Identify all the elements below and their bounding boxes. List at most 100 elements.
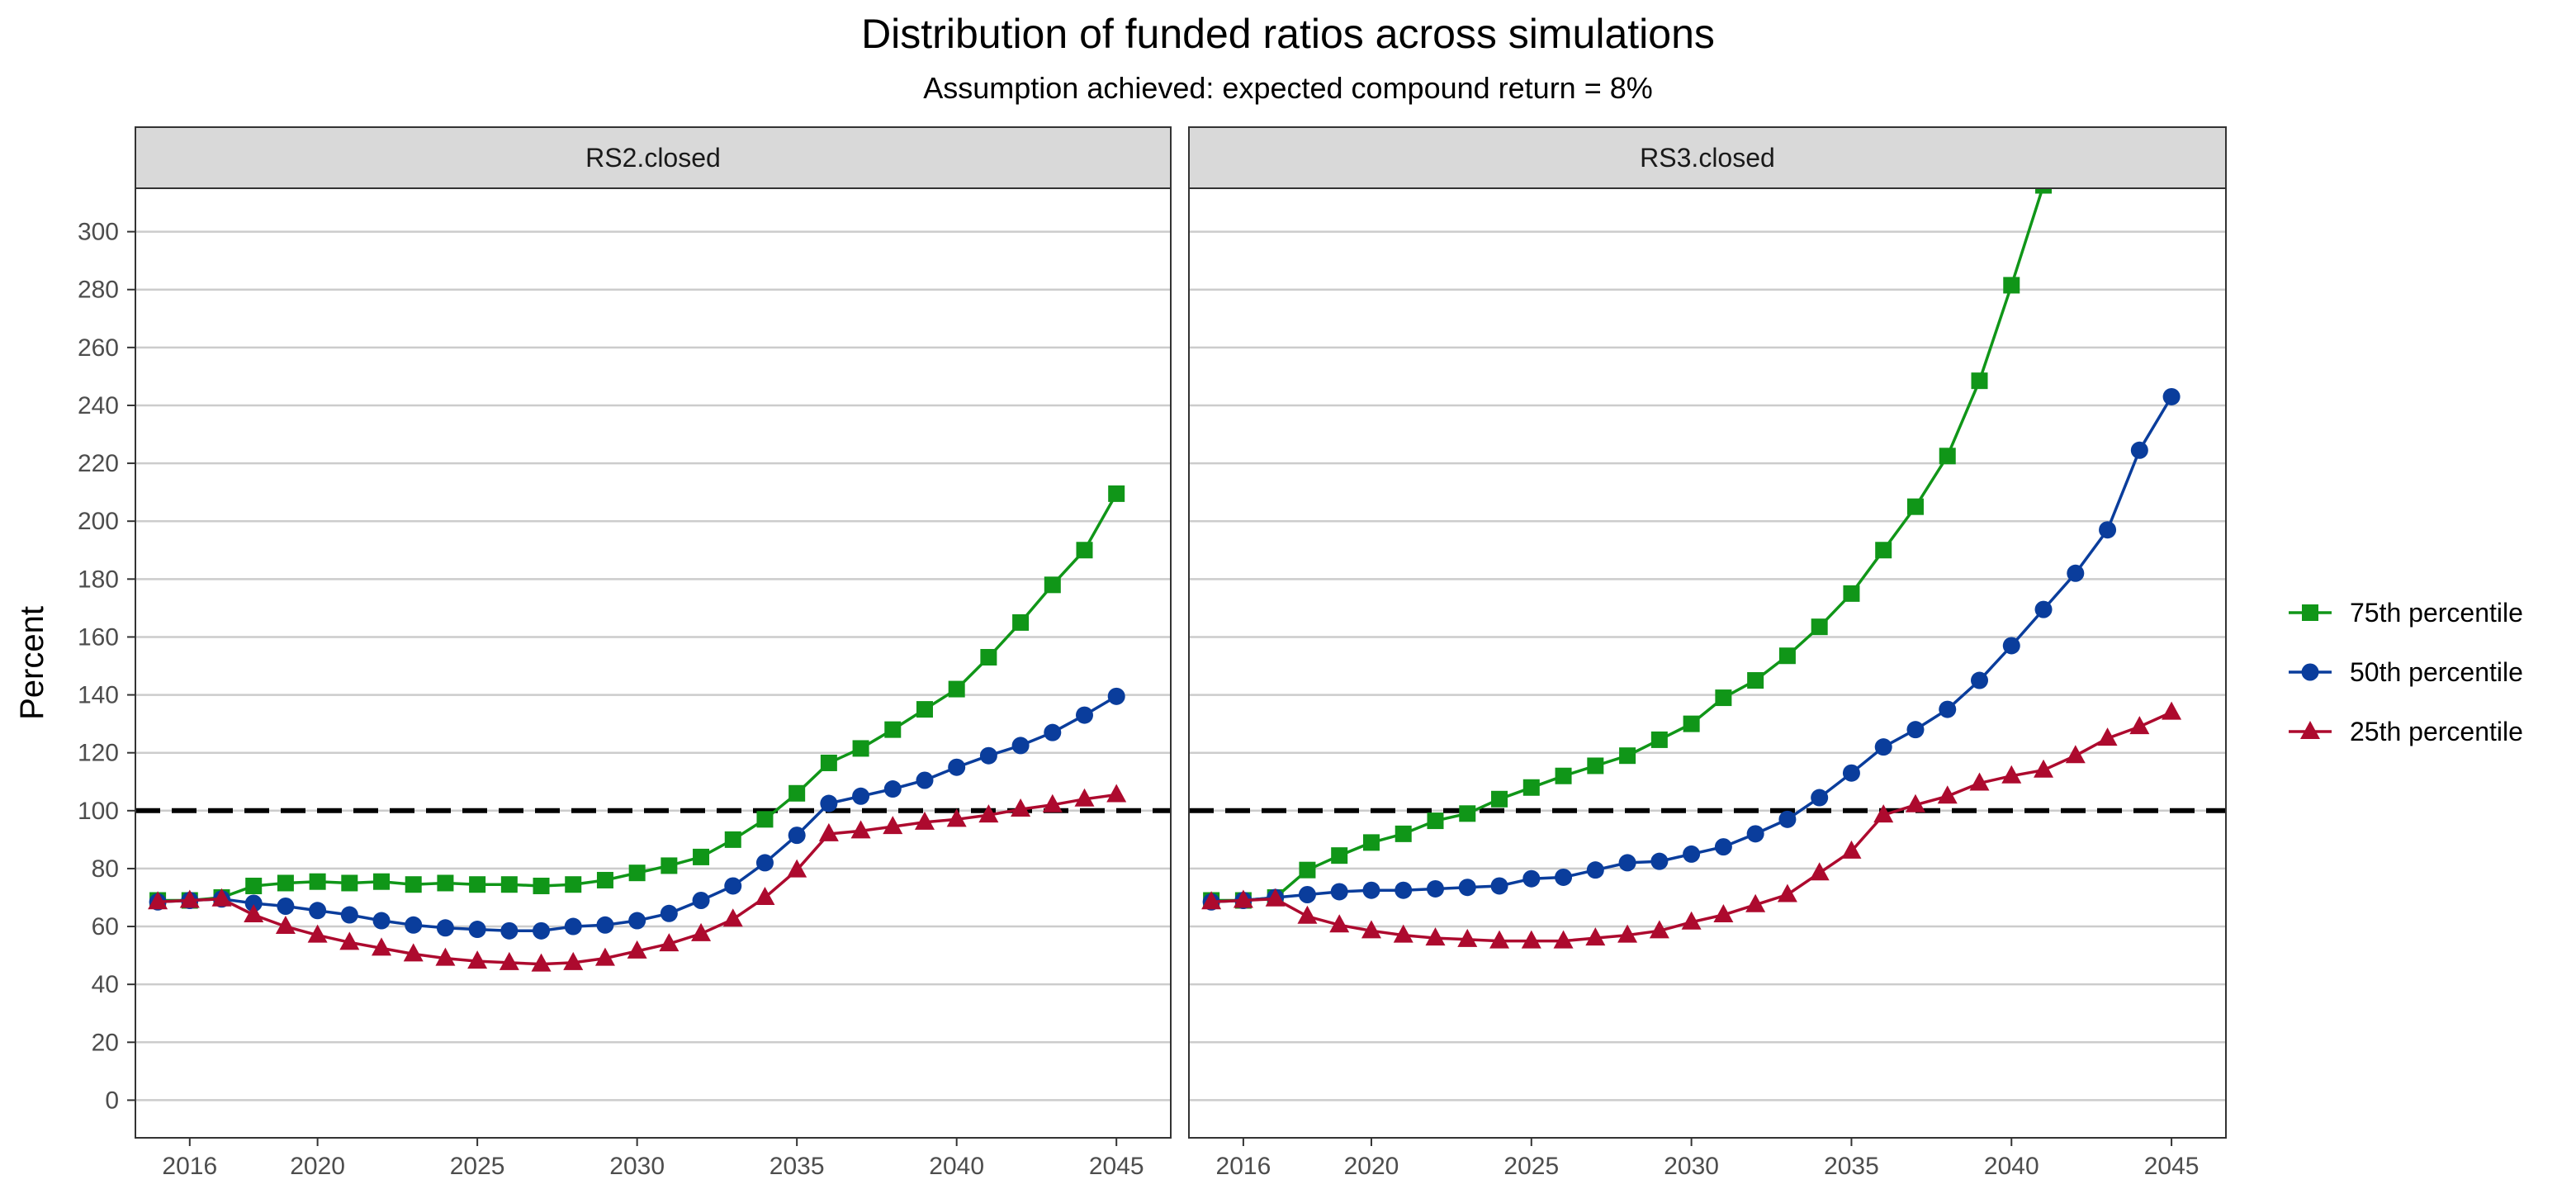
x-tick-label: 2030 bbox=[609, 1153, 665, 1180]
y-tick-label: 60 bbox=[92, 913, 119, 940]
data-point-triangle bbox=[2001, 765, 2022, 784]
data-point-circle bbox=[1555, 868, 1573, 886]
data-point-square bbox=[2035, 188, 2053, 194]
data-point-square bbox=[309, 873, 326, 890]
legend-key-square bbox=[2302, 604, 2318, 621]
y-tick-label: 220 bbox=[78, 450, 119, 477]
data-point-circle bbox=[1650, 852, 1669, 870]
data-point-circle bbox=[820, 794, 838, 812]
data-point-square bbox=[1906, 498, 1924, 515]
x-tick-label: 2025 bbox=[450, 1153, 505, 1180]
data-point-triangle bbox=[531, 953, 552, 972]
panel-series-group bbox=[148, 485, 1127, 972]
x-tick-label: 2045 bbox=[2144, 1153, 2200, 1180]
data-point-circle bbox=[1683, 845, 1701, 863]
data-point-square bbox=[500, 876, 518, 893]
data-point-circle bbox=[1618, 854, 1636, 872]
data-point-triangle bbox=[1457, 928, 1478, 947]
data-point-square bbox=[852, 740, 869, 757]
data-point-square bbox=[437, 874, 454, 892]
data-point-circle bbox=[2162, 387, 2181, 405]
data-point-triangle bbox=[1937, 785, 1958, 804]
chart-title: Distribution of funded ratios across sim… bbox=[861, 11, 1715, 57]
data-point-square bbox=[596, 871, 613, 888]
data-point-triangle bbox=[1617, 924, 1638, 943]
data-point-circle bbox=[916, 771, 934, 789]
data-point-square bbox=[245, 877, 263, 894]
x-tick-label: 2030 bbox=[1664, 1153, 1719, 1180]
data-point-circle bbox=[1586, 861, 1604, 879]
data-point-square bbox=[1555, 767, 1572, 784]
data-point-square bbox=[1683, 715, 1700, 732]
x-tick-label: 2020 bbox=[1344, 1153, 1399, 1180]
y-tick-label: 20 bbox=[92, 1029, 119, 1056]
x-tick-label: 2040 bbox=[929, 1153, 984, 1180]
data-point-circle bbox=[1458, 879, 1476, 897]
data-point-square bbox=[1012, 613, 1030, 631]
data-point-square bbox=[1108, 485, 1125, 502]
data-point-circle bbox=[1746, 825, 1764, 843]
data-point-triangle bbox=[883, 816, 903, 835]
data-point-triangle bbox=[787, 859, 807, 878]
data-point-square bbox=[1715, 689, 1732, 707]
data-point-square bbox=[1395, 825, 1412, 842]
data-point-square bbox=[1076, 542, 1093, 559]
y-tick-label: 160 bbox=[78, 623, 119, 651]
data-point-triangle bbox=[275, 916, 296, 935]
data-point-triangle bbox=[691, 922, 712, 941]
data-point-circle bbox=[564, 917, 582, 936]
data-point-triangle bbox=[1329, 914, 1350, 933]
data-point-triangle bbox=[211, 888, 232, 907]
data-point-square bbox=[1427, 812, 1444, 830]
data-point-square bbox=[1971, 372, 1988, 390]
y-tick-label: 200 bbox=[78, 508, 119, 535]
data-point-square bbox=[1331, 847, 1348, 865]
data-point-triangle bbox=[722, 908, 743, 927]
data-point-square bbox=[1619, 747, 1636, 765]
data-point-circle bbox=[1362, 881, 1380, 899]
data-point-triangle bbox=[179, 889, 200, 908]
data-point-triangle bbox=[594, 947, 615, 966]
x-tick-label: 2025 bbox=[1503, 1153, 1559, 1180]
data-point-triangle bbox=[818, 822, 839, 841]
data-point-triangle bbox=[1106, 784, 1127, 803]
data-point-square bbox=[1044, 576, 1061, 594]
data-point-square bbox=[565, 876, 582, 893]
data-point-circle bbox=[1522, 869, 1541, 888]
x-tick-label: 2020 bbox=[290, 1153, 345, 1180]
data-point-circle bbox=[1842, 764, 1860, 782]
facet-strip-label: RS2.closed bbox=[585, 143, 721, 173]
data-point-circle bbox=[2130, 441, 2148, 459]
legend-key-triangle bbox=[2300, 721, 2320, 739]
data-point-circle bbox=[1874, 738, 1892, 756]
data-point-triangle bbox=[914, 811, 935, 830]
data-point-triangle bbox=[1585, 927, 1606, 946]
series-line bbox=[158, 493, 1118, 902]
data-point-triangle bbox=[1233, 889, 1253, 908]
data-point-square bbox=[756, 811, 774, 828]
y-tick-label: 0 bbox=[105, 1087, 119, 1114]
y-tick-label: 120 bbox=[78, 740, 119, 767]
data-point-triangle bbox=[1074, 788, 1095, 807]
chart-subtitle: Assumption achieved: expected compound r… bbox=[923, 71, 1653, 105]
data-point-circle bbox=[436, 919, 454, 937]
data-point-square bbox=[1299, 861, 1316, 879]
data-point-square bbox=[373, 873, 391, 890]
data-point-square bbox=[1362, 834, 1380, 851]
data-point-triangle bbox=[372, 937, 392, 956]
data-point-triangle bbox=[659, 933, 680, 952]
facet-strip bbox=[1188, 126, 2227, 189]
y-tick-label: 280 bbox=[78, 277, 119, 304]
data-point-square bbox=[341, 874, 358, 892]
data-point-circle bbox=[2099, 521, 2117, 539]
data-point-triangle bbox=[1905, 793, 1925, 812]
data-point-circle bbox=[1107, 687, 1125, 705]
data-point-circle bbox=[628, 912, 646, 930]
data-point-triangle bbox=[148, 891, 168, 910]
y-tick-label: 100 bbox=[78, 798, 119, 825]
data-point-triangle bbox=[435, 947, 456, 966]
data-point-circle bbox=[1778, 810, 1797, 828]
data-point-circle bbox=[405, 916, 423, 934]
data-point-square bbox=[820, 754, 837, 771]
